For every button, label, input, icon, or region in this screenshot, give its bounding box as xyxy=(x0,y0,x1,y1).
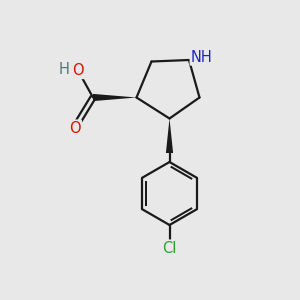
Text: NH: NH xyxy=(191,50,212,64)
Text: O: O xyxy=(69,121,81,136)
Text: Cl: Cl xyxy=(162,241,177,256)
Text: H: H xyxy=(59,61,70,76)
Polygon shape xyxy=(93,94,136,101)
Polygon shape xyxy=(166,118,173,153)
Text: O: O xyxy=(72,63,84,78)
